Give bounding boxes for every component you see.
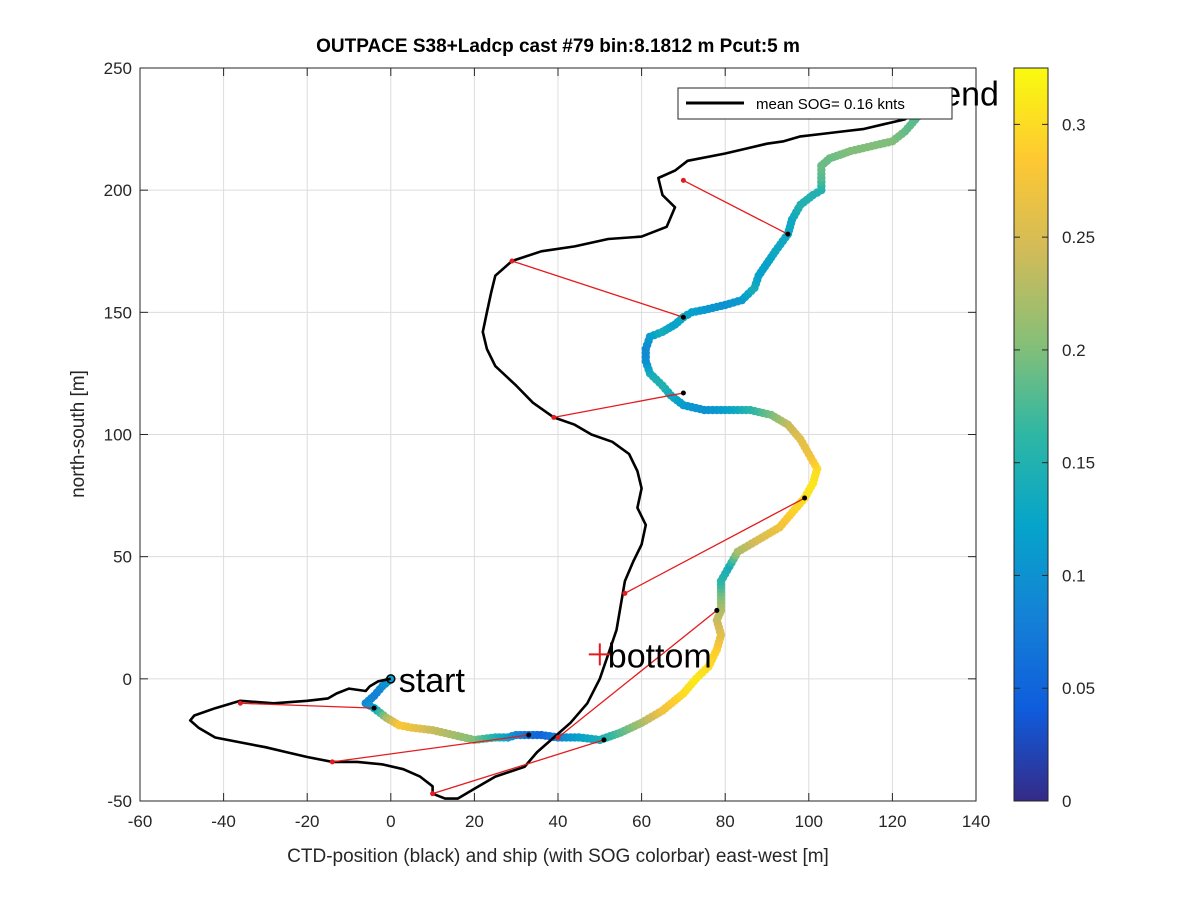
start-marker: [386, 674, 396, 684]
connector-ctd-marker: [622, 590, 628, 596]
y-axis-label: north-south [m]: [68, 370, 89, 498]
connector-ctd-marker: [551, 414, 557, 420]
connector-line: [683, 179, 789, 235]
y-tick-label: -50: [107, 792, 132, 811]
connector-ship-marker: [680, 314, 686, 320]
colorbar-tick-label: 0.2: [1062, 341, 1086, 360]
chart-title: OUTPACE S38+Ladcp cast #79 bin:8.1812 m …: [316, 36, 800, 57]
connector-ship-marker: [371, 705, 377, 711]
x-axis-label: CTD-position (black) and ship (with SOG …: [287, 846, 829, 867]
x-tick-label: -40: [211, 812, 236, 831]
connector-line: [240, 702, 375, 709]
x-tick-label: 40: [549, 812, 568, 831]
colorbar-tick-label: 0.1: [1062, 566, 1086, 585]
x-tick-label: 20: [465, 812, 484, 831]
connector-ctd-marker: [680, 177, 686, 183]
x-tick-label: 60: [632, 812, 651, 831]
x-tick-label: 120: [878, 812, 906, 831]
x-tick-label: 0: [386, 812, 395, 831]
legend-entry: mean SOG= 0.16 knts: [756, 96, 905, 113]
x-tick-label: -60: [128, 812, 153, 831]
connector-ship-marker: [526, 732, 532, 738]
connector-ship-marker: [714, 607, 720, 613]
colorbar-tick-label: 0: [1062, 792, 1071, 811]
connector-line: [624, 497, 805, 594]
connector-ctd-marker: [237, 700, 243, 706]
x-tick-label: 100: [795, 812, 823, 831]
connector-line: [557, 609, 718, 738]
colorbar-tick-label: 0.3: [1062, 115, 1086, 134]
y-tick-label: 150: [104, 303, 132, 322]
colorbar-tick-label: 0.05: [1062, 679, 1095, 698]
annotation-start: start: [399, 662, 466, 700]
y-tick-label: 50: [113, 548, 132, 567]
connector-ctd-marker: [329, 759, 335, 765]
y-tick-label: 200: [104, 181, 132, 200]
y-tick-label: 250: [104, 59, 132, 78]
x-tick-label: 140: [962, 812, 990, 831]
connector-line: [332, 734, 529, 763]
colorbar-tick-label: 0.15: [1062, 454, 1095, 473]
x-tick-label: -20: [295, 812, 320, 831]
connector-ship-marker: [802, 495, 808, 501]
connector-ctd-marker: [555, 734, 561, 740]
connector-line: [553, 392, 684, 419]
connector-line: [432, 739, 605, 795]
colorbar-tick-label: 0.25: [1062, 228, 1095, 247]
connector-line: [511, 260, 684, 318]
axis-ticks: -60 -40 -20 0 20 40 60 80 100 120 140 -50 0 50 100 150 2…: [104, 59, 991, 831]
connector-ship-marker: [601, 737, 607, 743]
x-tick-label: 80: [716, 812, 735, 831]
annotation-bottom: bottom: [608, 637, 712, 675]
connector-ship-marker: [680, 390, 686, 396]
y-tick-label: 100: [104, 426, 132, 445]
connector-ship-marker: [785, 231, 791, 237]
colorbar: 0 0.05 0.1 0.15 0.2 0.25 0.3: [1013, 67, 1095, 811]
y-tick-label: 0: [123, 670, 132, 689]
colorbar-gradient: [1013, 67, 1049, 802]
connector-ctd-marker: [509, 258, 515, 264]
ctd-track-line: [188, 91, 936, 800]
legend: mean SOG= 0.16 knts: [677, 87, 953, 120]
connector-ctd-marker: [430, 791, 436, 797]
